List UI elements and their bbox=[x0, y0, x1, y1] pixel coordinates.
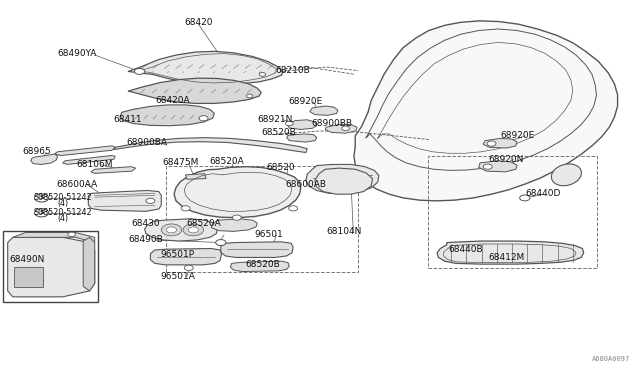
Text: 68412M: 68412M bbox=[489, 253, 525, 262]
Circle shape bbox=[342, 126, 349, 131]
Circle shape bbox=[232, 215, 241, 220]
Polygon shape bbox=[145, 219, 218, 241]
Circle shape bbox=[199, 116, 208, 121]
Text: 68420: 68420 bbox=[184, 18, 212, 27]
Circle shape bbox=[184, 265, 193, 270]
Circle shape bbox=[134, 68, 145, 74]
Circle shape bbox=[487, 141, 496, 146]
Circle shape bbox=[289, 206, 298, 211]
Text: 68920N: 68920N bbox=[488, 155, 524, 164]
Text: 68106M: 68106M bbox=[76, 160, 113, 169]
Circle shape bbox=[483, 164, 492, 169]
Text: 68600AA: 68600AA bbox=[56, 180, 97, 189]
Text: 68900BA: 68900BA bbox=[127, 138, 168, 147]
Text: (4): (4) bbox=[57, 199, 68, 208]
Bar bbox=[14, 267, 43, 287]
Bar bbox=[3, 231, 98, 302]
Text: 68520A: 68520A bbox=[186, 219, 221, 228]
Text: 68210B: 68210B bbox=[275, 66, 310, 75]
Polygon shape bbox=[310, 106, 338, 115]
Text: 68520: 68520 bbox=[266, 163, 294, 172]
Polygon shape bbox=[120, 105, 214, 126]
Polygon shape bbox=[211, 219, 257, 231]
Text: 68420A: 68420A bbox=[156, 96, 190, 105]
Polygon shape bbox=[150, 248, 221, 265]
Polygon shape bbox=[91, 167, 136, 173]
Polygon shape bbox=[437, 241, 584, 264]
Text: S: S bbox=[39, 195, 44, 201]
Text: 68440D: 68440D bbox=[525, 189, 561, 198]
Text: S08520-51242: S08520-51242 bbox=[33, 208, 92, 217]
Polygon shape bbox=[88, 190, 161, 211]
Text: 68921N: 68921N bbox=[257, 115, 293, 124]
Text: 68920E: 68920E bbox=[500, 131, 534, 140]
Polygon shape bbox=[230, 261, 289, 272]
Text: 68490YA: 68490YA bbox=[57, 49, 97, 58]
Text: 68920E: 68920E bbox=[289, 97, 323, 106]
Polygon shape bbox=[13, 232, 95, 243]
Circle shape bbox=[161, 224, 182, 236]
Polygon shape bbox=[287, 120, 317, 129]
Text: 68440B: 68440B bbox=[449, 245, 483, 254]
Text: A680A0097: A680A0097 bbox=[592, 356, 630, 362]
Text: 68900BB: 68900BB bbox=[311, 119, 352, 128]
Polygon shape bbox=[186, 174, 206, 179]
Circle shape bbox=[35, 209, 49, 217]
Text: 96501A: 96501A bbox=[161, 272, 195, 280]
Circle shape bbox=[166, 227, 177, 233]
Text: S: S bbox=[39, 210, 44, 215]
Polygon shape bbox=[114, 138, 307, 153]
Circle shape bbox=[146, 198, 155, 203]
Text: (4): (4) bbox=[57, 214, 68, 223]
Circle shape bbox=[188, 227, 198, 233]
Circle shape bbox=[285, 121, 293, 126]
Text: 68490B: 68490B bbox=[129, 235, 163, 244]
Polygon shape bbox=[315, 168, 372, 194]
Circle shape bbox=[35, 194, 49, 202]
Circle shape bbox=[520, 195, 530, 201]
Bar bbox=[166, 166, 358, 272]
Polygon shape bbox=[83, 237, 95, 291]
Bar bbox=[428, 156, 597, 268]
Text: 96501P: 96501P bbox=[161, 250, 195, 259]
Circle shape bbox=[246, 94, 253, 98]
Polygon shape bbox=[306, 164, 379, 193]
Polygon shape bbox=[54, 146, 115, 155]
Polygon shape bbox=[479, 161, 517, 172]
Ellipse shape bbox=[551, 164, 582, 186]
Polygon shape bbox=[221, 242, 293, 257]
Polygon shape bbox=[325, 125, 357, 133]
Circle shape bbox=[181, 206, 190, 211]
Text: 96501: 96501 bbox=[255, 230, 283, 239]
Polygon shape bbox=[354, 21, 618, 201]
Polygon shape bbox=[287, 134, 317, 142]
Text: 68430: 68430 bbox=[132, 219, 160, 228]
Polygon shape bbox=[31, 154, 58, 164]
Text: 68490N: 68490N bbox=[10, 255, 45, 264]
Circle shape bbox=[183, 224, 204, 236]
Text: 68475M: 68475M bbox=[163, 158, 198, 167]
Polygon shape bbox=[174, 167, 301, 218]
Text: 68411: 68411 bbox=[114, 115, 142, 124]
Circle shape bbox=[216, 240, 226, 246]
Polygon shape bbox=[63, 155, 115, 164]
Circle shape bbox=[68, 232, 76, 237]
Text: 68520A: 68520A bbox=[209, 157, 244, 166]
Text: S08520-51242: S08520-51242 bbox=[33, 193, 92, 202]
Text: 68965: 68965 bbox=[23, 147, 51, 156]
Polygon shape bbox=[483, 138, 517, 148]
Polygon shape bbox=[8, 237, 95, 297]
Text: 68104N: 68104N bbox=[326, 227, 362, 236]
Polygon shape bbox=[128, 51, 283, 85]
Text: 68600AB: 68600AB bbox=[285, 180, 326, 189]
Polygon shape bbox=[128, 78, 261, 103]
Circle shape bbox=[259, 73, 266, 76]
Text: 68520B: 68520B bbox=[245, 260, 280, 269]
Text: 68520B: 68520B bbox=[261, 128, 296, 137]
